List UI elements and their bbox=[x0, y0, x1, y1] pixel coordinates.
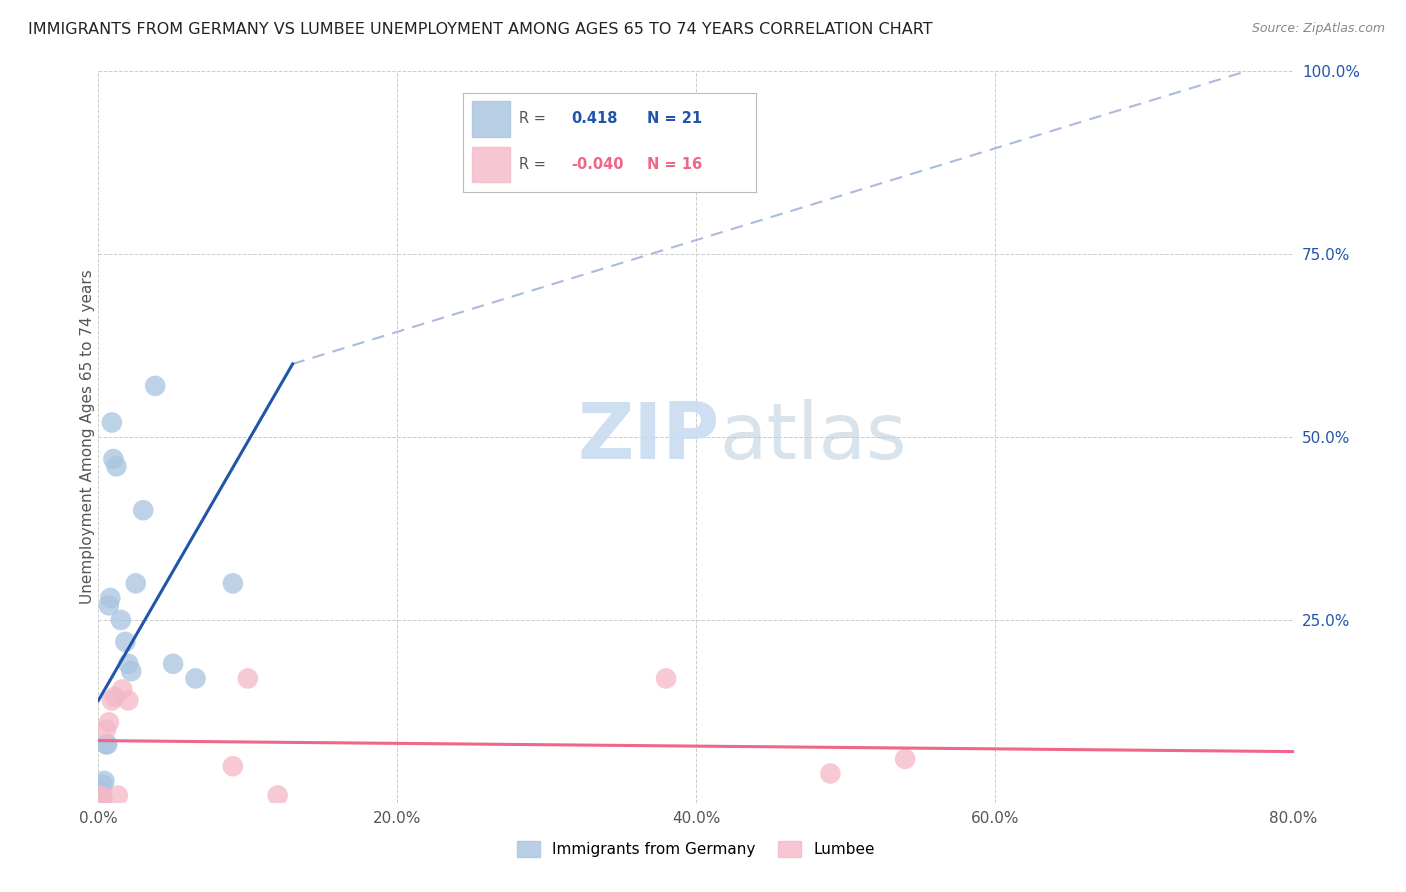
Point bbox=[236, 672, 259, 686]
Point bbox=[267, 789, 290, 803]
Point bbox=[101, 416, 124, 430]
Point bbox=[101, 693, 124, 707]
Point bbox=[894, 752, 917, 766]
Legend: Immigrants from Germany, Lumbee: Immigrants from Germany, Lumbee bbox=[517, 841, 875, 857]
Point bbox=[105, 459, 128, 474]
Point bbox=[222, 576, 245, 591]
Point bbox=[222, 759, 245, 773]
Point bbox=[132, 503, 155, 517]
Point bbox=[114, 635, 136, 649]
Point bbox=[94, 723, 117, 737]
Point bbox=[97, 599, 120, 613]
Point bbox=[97, 715, 120, 730]
Point bbox=[91, 792, 114, 806]
Text: IMMIGRANTS FROM GERMANY VS LUMBEE UNEMPLOYMENT AMONG AGES 65 TO 74 YEARS CORRELA: IMMIGRANTS FROM GERMANY VS LUMBEE UNEMPL… bbox=[28, 22, 932, 37]
Text: ZIP: ZIP bbox=[578, 399, 720, 475]
Point bbox=[90, 785, 112, 799]
Point bbox=[98, 591, 122, 605]
Point bbox=[125, 576, 148, 591]
Point bbox=[89, 792, 111, 806]
Point bbox=[89, 792, 111, 806]
Point bbox=[111, 682, 134, 697]
Point bbox=[184, 672, 207, 686]
Point bbox=[96, 737, 118, 751]
Point bbox=[162, 657, 184, 671]
Point bbox=[104, 690, 127, 704]
Point bbox=[117, 657, 139, 671]
Y-axis label: Unemployment Among Ages 65 to 74 years: Unemployment Among Ages 65 to 74 years bbox=[80, 269, 94, 605]
Text: Source: ZipAtlas.com: Source: ZipAtlas.com bbox=[1251, 22, 1385, 36]
Point bbox=[143, 379, 166, 393]
Point bbox=[90, 789, 112, 803]
Point bbox=[103, 452, 125, 467]
Point bbox=[117, 693, 139, 707]
Text: atlas: atlas bbox=[720, 399, 907, 475]
Point bbox=[655, 672, 678, 686]
Point bbox=[110, 613, 132, 627]
Point bbox=[120, 664, 142, 678]
Point bbox=[91, 778, 114, 792]
Point bbox=[820, 766, 842, 780]
Point bbox=[107, 789, 129, 803]
Point bbox=[93, 773, 115, 788]
Point bbox=[94, 737, 117, 751]
